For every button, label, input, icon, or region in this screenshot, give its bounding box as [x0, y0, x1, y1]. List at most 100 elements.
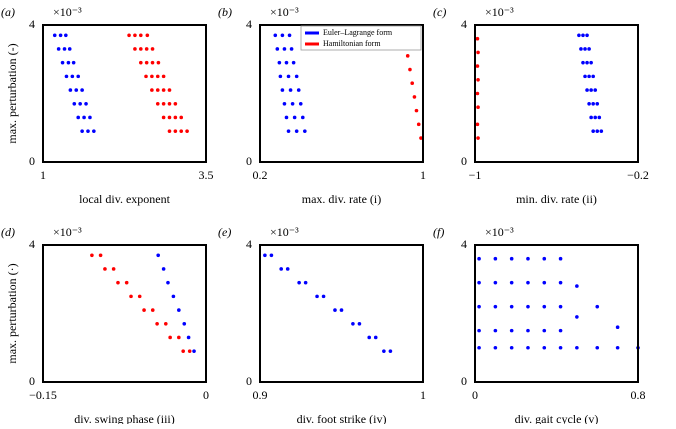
point: [161, 101, 166, 106]
point: [476, 50, 480, 55]
point: [185, 129, 189, 133]
point: [475, 91, 480, 96]
point: [476, 136, 480, 140]
point: [296, 88, 301, 92]
point: [477, 345, 481, 350]
point: [476, 78, 480, 82]
point: [599, 129, 604, 133]
point: [64, 74, 69, 79]
point: [58, 33, 63, 38]
point: [277, 60, 282, 65]
panel-label: (e): [218, 225, 231, 239]
point: [80, 129, 84, 133]
point: [593, 115, 598, 120]
x-axis-label: max. div. rate (i): [302, 192, 382, 206]
point: [177, 308, 181, 312]
point: [339, 308, 344, 312]
point: [133, 33, 137, 38]
y-axis-label: max. perturbation (-): [5, 43, 19, 143]
point: [144, 47, 149, 51]
point: [187, 349, 192, 353]
point: [116, 280, 120, 285]
point: [410, 81, 415, 86]
x-tick-label: 1: [420, 168, 426, 182]
y-multiplier: ×10⁻³: [270, 5, 299, 19]
point: [595, 129, 600, 133]
point: [593, 88, 598, 92]
point: [173, 101, 178, 106]
point: [139, 60, 143, 65]
x-axis-label: div. swing phase (iii): [74, 412, 175, 424]
point: [591, 129, 595, 133]
point: [558, 304, 563, 309]
y-multiplier: ×10⁻³: [53, 5, 82, 19]
point: [182, 321, 187, 326]
point: [66, 60, 71, 65]
point: [558, 280, 563, 285]
point: [321, 294, 326, 299]
point: [388, 349, 393, 353]
y-multiplier: ×10⁻³: [485, 225, 514, 239]
point: [161, 74, 166, 79]
point: [278, 74, 283, 79]
point: [477, 304, 481, 309]
point: [475, 36, 480, 41]
point: [163, 321, 168, 326]
point: [414, 108, 419, 113]
point: [595, 345, 600, 350]
point: [509, 304, 514, 309]
point: [591, 101, 595, 106]
point: [493, 256, 498, 261]
x-tick-label: 1: [420, 388, 426, 402]
point: [285, 267, 290, 271]
x-axis-label: min. div. rate (ii): [516, 192, 597, 206]
point: [273, 33, 278, 38]
x-tick-label: −0.15: [29, 388, 57, 402]
point: [290, 101, 295, 106]
point: [577, 33, 581, 38]
point: [558, 328, 563, 333]
y-tick-label: 0: [29, 154, 35, 168]
point: [294, 74, 299, 79]
point: [186, 335, 191, 340]
point: [279, 267, 283, 271]
point: [287, 33, 292, 38]
point: [303, 280, 308, 285]
point: [269, 253, 274, 258]
y-tick-label: 4: [461, 17, 467, 31]
point: [595, 101, 600, 106]
point: [181, 349, 185, 353]
point: [575, 315, 579, 319]
point: [282, 101, 287, 106]
point: [84, 101, 88, 106]
point: [526, 328, 530, 333]
point: [111, 267, 116, 271]
y-axis-label: max. perturbation (·): [5, 263, 19, 363]
point: [351, 321, 355, 326]
point: [493, 304, 498, 309]
point: [477, 256, 481, 261]
point: [150, 74, 154, 79]
point: [542, 345, 547, 350]
point: [71, 60, 76, 65]
y-tick-label: 4: [29, 17, 35, 31]
point: [192, 349, 196, 353]
point: [156, 253, 160, 258]
y-multiplier: ×10⁻³: [270, 225, 299, 239]
point: [144, 74, 148, 79]
axes-box: [474, 24, 639, 163]
point: [475, 64, 480, 68]
point: [493, 345, 498, 350]
point: [292, 115, 297, 120]
point: [70, 74, 75, 79]
point: [150, 47, 155, 51]
point: [103, 267, 107, 271]
x-axis-label: div. foot strike (iv): [297, 412, 387, 424]
point: [333, 308, 337, 312]
point: [509, 256, 514, 261]
point: [155, 74, 160, 79]
point: [74, 88, 79, 92]
point: [585, 60, 589, 65]
point: [52, 33, 57, 38]
point: [575, 284, 579, 288]
